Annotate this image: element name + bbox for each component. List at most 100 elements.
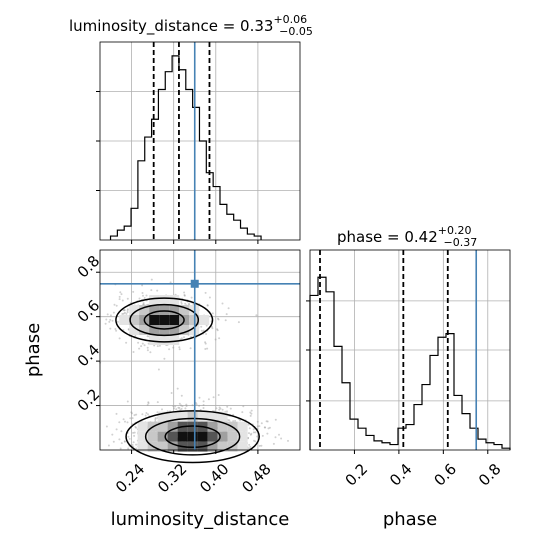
scatter-point	[212, 396, 215, 399]
scatter-point	[256, 420, 259, 423]
density-cell	[149, 305, 160, 315]
scatter-point	[228, 419, 231, 422]
density-cell	[207, 421, 218, 432]
panel-b-contours	[115, 297, 260, 464]
scatter-point	[126, 421, 129, 424]
scatter-point	[132, 290, 135, 293]
scatter-point	[239, 419, 242, 422]
density-cell	[217, 411, 228, 422]
density-cell	[149, 335, 160, 345]
scatter-point	[135, 443, 138, 446]
x-tick-label: 0.8	[475, 460, 505, 490]
density-cell	[159, 315, 170, 325]
scatter-point	[183, 291, 186, 294]
scatter-point	[145, 412, 148, 414]
density-cell	[149, 315, 160, 325]
density-cell	[129, 325, 140, 335]
scatter-point	[214, 338, 217, 341]
scatter-point	[200, 325, 203, 328]
scatter-point	[258, 425, 261, 428]
scatter-point	[132, 431, 135, 434]
x-tick-label: 0.48	[238, 460, 274, 496]
scatter-point	[111, 433, 114, 436]
density-cell	[207, 441, 218, 452]
scatter-point	[156, 401, 159, 404]
panel-a-ticks	[96, 91, 259, 244]
scatter-point	[272, 442, 275, 445]
y-tick-label: 0.4	[74, 341, 104, 371]
scatter-point	[185, 403, 188, 406]
x-axis-label-luminosity-distance: luminosity_distance	[111, 509, 290, 530]
scatter-point	[126, 400, 129, 403]
scatter-point	[250, 432, 253, 435]
scatter-point	[150, 278, 153, 281]
density-cell	[137, 431, 148, 442]
scatter-point	[266, 432, 269, 435]
y-axis-label-phase: phase	[23, 323, 44, 377]
truth-marker	[190, 279, 199, 288]
density-cell	[169, 325, 180, 335]
scatter-point	[107, 444, 110, 447]
panel-c-lines	[319, 250, 478, 450]
scatter-point	[198, 396, 201, 399]
scatter-point	[217, 318, 220, 321]
phase-histogram-steps	[309, 276, 511, 450]
scatter-point	[176, 387, 179, 390]
scatter-point	[202, 407, 205, 409]
scatter-point	[211, 327, 214, 330]
density-cell	[237, 431, 248, 442]
scatter-point	[287, 439, 289, 442]
scatter-point	[234, 419, 237, 422]
scatter-point	[149, 351, 152, 354]
density-cell	[187, 431, 198, 442]
density-cell	[159, 295, 170, 305]
luminosity-distance-histogram-panel: luminosity_distance = 0.33+0.06 −0.05	[69, 13, 313, 244]
scatter-point	[135, 426, 138, 429]
panel-a-histogram	[109, 55, 262, 240]
scatter-point	[170, 392, 173, 394]
scatter-point	[226, 405, 229, 408]
density-cell	[167, 441, 178, 452]
density-cell	[157, 421, 168, 432]
scatter-point	[104, 322, 107, 325]
scatter-point	[200, 329, 203, 332]
scatter-point	[145, 294, 148, 297]
scatter-point	[208, 296, 211, 299]
scatter-point	[252, 428, 255, 431]
density-cell	[129, 315, 140, 325]
density-cell	[157, 441, 168, 452]
density-contour	[143, 310, 185, 330]
scatter-point	[179, 338, 182, 341]
scatter-point	[126, 308, 129, 311]
density-cell	[217, 431, 228, 442]
scatter-point	[180, 337, 183, 340]
scatter-point	[126, 309, 129, 312]
x-tick-label: 0.4	[386, 460, 416, 490]
density-cell	[119, 315, 130, 325]
scatter-point	[216, 329, 219, 332]
density-cell	[147, 431, 158, 442]
scatter-point	[185, 405, 188, 407]
scatter-point	[178, 348, 181, 351]
scatter-point	[132, 441, 135, 444]
scatter-point	[255, 314, 258, 317]
scatter-point	[120, 430, 123, 433]
scatter-point	[123, 440, 126, 443]
density-cell	[137, 421, 148, 432]
scatter-point	[129, 417, 132, 420]
scatter-point	[205, 324, 208, 327]
scatter-point	[218, 337, 221, 340]
density-cell	[167, 421, 178, 432]
scatter-point	[267, 427, 270, 430]
scatter-point	[180, 301, 183, 304]
panel-b-frame	[99, 249, 301, 451]
scatter-point	[206, 304, 209, 307]
density-cell	[227, 431, 238, 442]
scatter-point	[127, 328, 130, 331]
density-cell	[139, 325, 150, 335]
panel-a-title: luminosity_distance = 0.33+0.06 −0.05	[69, 13, 313, 38]
scatter-point	[134, 425, 137, 428]
scatter-point	[204, 291, 207, 294]
scatter-point	[249, 433, 252, 436]
scatter-point	[156, 289, 159, 292]
